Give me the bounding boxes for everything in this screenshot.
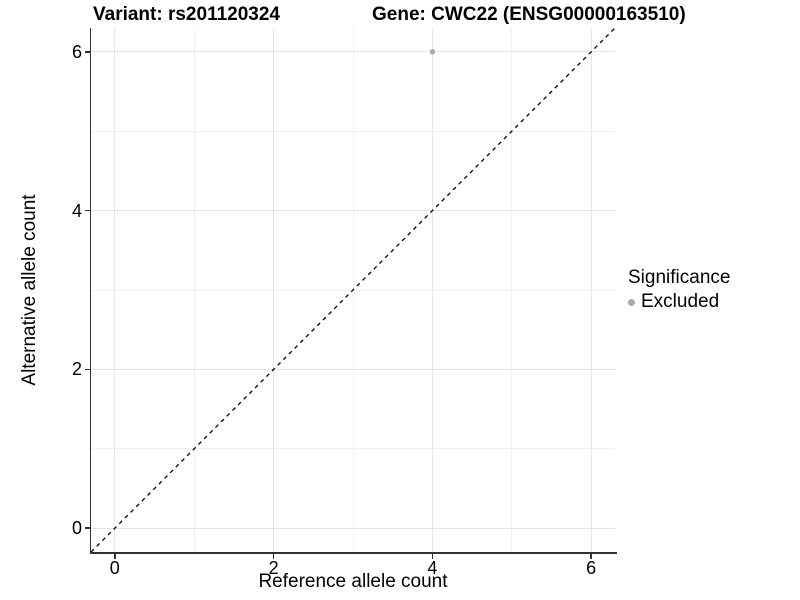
plot-panel	[91, 28, 615, 552]
y-tick-label: 4	[71, 200, 82, 221]
identity-line	[91, 28, 615, 552]
x-axis-tick	[590, 553, 592, 559]
y-axis-tick	[84, 527, 90, 529]
x-tick-label: 2	[268, 558, 279, 578]
x-major-gridline	[273, 28, 275, 552]
x-tick-label: 0	[109, 558, 120, 578]
legend-title: Significance	[628, 267, 731, 288]
y-major-gridline	[91, 51, 615, 53]
x-axis-tick	[272, 553, 275, 559]
x-tick-label: 6	[586, 558, 597, 578]
x-major-gridline	[114, 28, 116, 552]
chart-canvas	[91, 28, 615, 552]
y-tick-label: 2	[71, 359, 82, 380]
y-minor-gridline	[91, 448, 615, 450]
gene-title: Gene: CWC22 (ENSG00000163510)	[372, 4, 686, 25]
x-axis-title: Reference allele count	[258, 571, 448, 592]
y-axis-tick	[84, 368, 90, 371]
legend-item: Excluded	[628, 291, 730, 313]
y-major-gridline	[91, 527, 615, 529]
y-axis-tick	[84, 209, 90, 212]
y-tick-label: 0	[71, 518, 82, 539]
legend-item-label: Excluded	[641, 291, 720, 312]
variant-title: Variant: rs201120324	[93, 4, 280, 25]
y-tick-label: 6	[71, 41, 82, 62]
x-axis-line	[89, 552, 617, 554]
y-axis-title: Alternative allele count	[19, 194, 40, 386]
legend: Significance Excluded	[628, 266, 730, 313]
x-major-gridline	[431, 28, 433, 552]
y-axis-tick	[84, 51, 90, 53]
y-minor-gridline	[91, 130, 615, 132]
x-axis-tick	[114, 553, 116, 559]
y-axis-line	[89, 28, 91, 554]
x-major-gridline	[590, 28, 592, 552]
x-tick-label: 4	[427, 558, 438, 578]
x-axis-tick	[431, 553, 434, 559]
legend-key-dot-icon	[628, 298, 635, 306]
data-point	[429, 49, 436, 55]
y-major-gridline	[91, 210, 615, 212]
y-major-gridline	[91, 368, 615, 370]
